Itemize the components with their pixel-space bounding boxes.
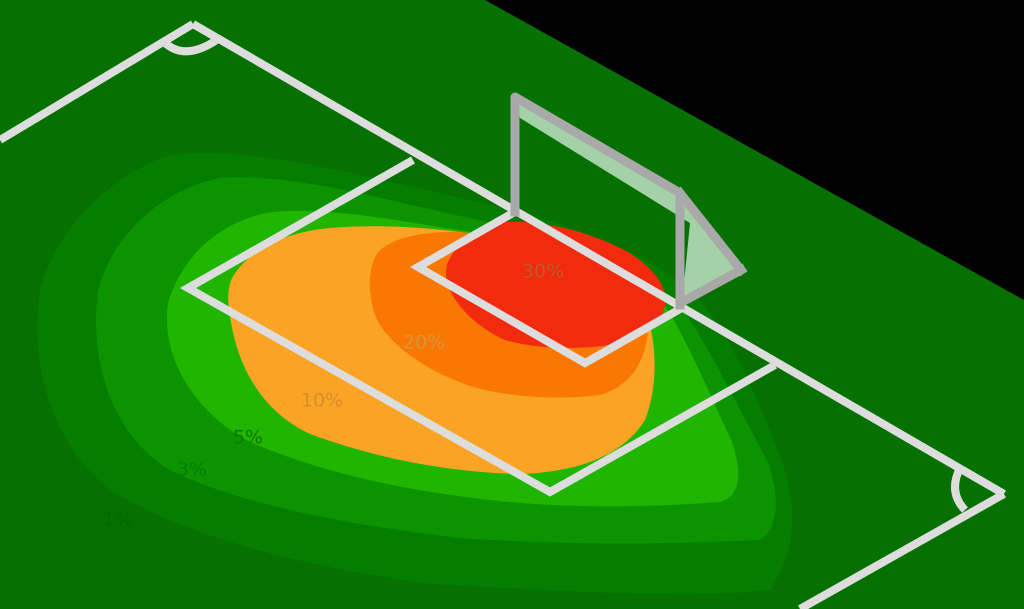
penalty-box [179, 156, 777, 497]
touchline-near [798, 490, 1006, 609]
goal-frame [510, 92, 685, 310]
goal-line [190, 20, 1007, 498]
goal-back-bar [673, 186, 748, 277]
corner-arc-far [161, 35, 221, 56]
corner-arc-near [951, 466, 969, 513]
zone-1-label: 1% [103, 509, 133, 531]
goal-area [409, 209, 682, 368]
goal-net [513, 95, 743, 303]
zone-5-label: 5% [233, 427, 263, 449]
goal [510, 92, 748, 310]
zone-30-label: 30% [522, 261, 564, 283]
zone-10-label: 10% [301, 390, 343, 412]
goal-base-bar [675, 263, 748, 309]
pitch-markings [0, 20, 1007, 609]
zone-20-label: 20% [403, 332, 445, 354]
touchline-far [0, 20, 196, 144]
zone-3-label: 3% [177, 459, 207, 481]
